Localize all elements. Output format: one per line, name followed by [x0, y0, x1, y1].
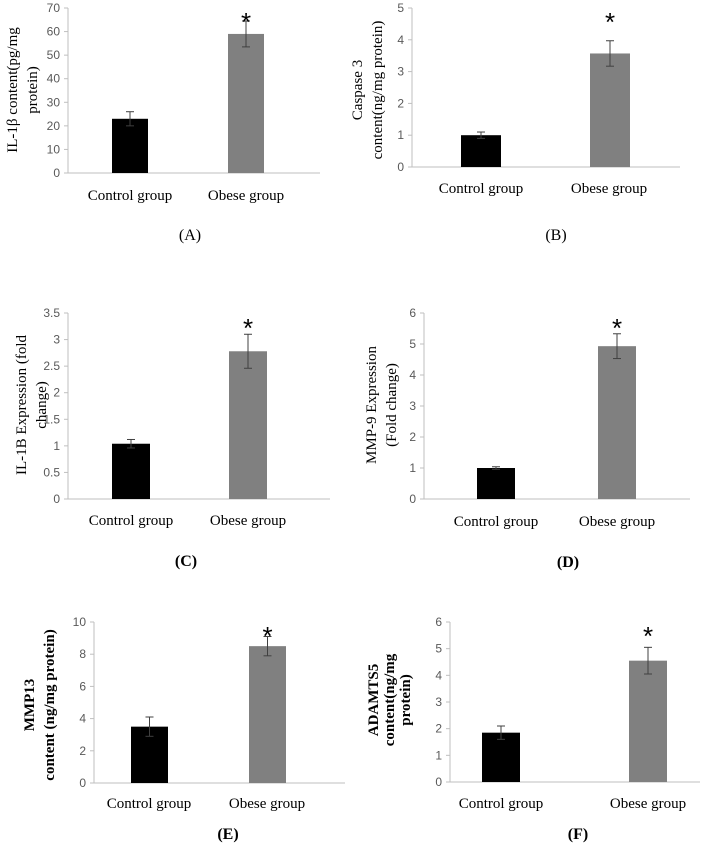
y-tick-label: 3 — [435, 695, 442, 709]
x-category-label: Control group — [88, 188, 173, 204]
x-category-label: Obese group — [208, 188, 284, 204]
bar-obese-group — [590, 53, 630, 167]
y-tick-label: 3.5 — [43, 306, 60, 320]
y-axis-label: IL-1β content(pg/mg protein) — [5, 27, 41, 153]
y-axis-label-line: content (ng/mg protein) — [42, 629, 58, 780]
significance-marker: * — [643, 621, 653, 651]
x-category-label: Control group — [107, 796, 192, 812]
y-tick-label: 1.5 — [43, 412, 60, 426]
panel-label: (C) — [175, 553, 197, 570]
significance-marker: * — [605, 7, 615, 37]
bar-obese-group — [629, 660, 667, 782]
x-category-label: Obese group — [610, 796, 686, 812]
y-tick-label: 6 — [435, 615, 442, 629]
y-tick-label: 1 — [409, 461, 416, 475]
bar-control-group — [477, 468, 515, 499]
y-axis-label-line: content(ng/mg — [382, 653, 398, 746]
y-tick-label: 4 — [435, 668, 442, 682]
y-tick-label: 0 — [79, 776, 86, 790]
y-tick-label: 4 — [397, 33, 404, 47]
bar-obese-group — [228, 33, 264, 173]
bar-control-group — [461, 135, 501, 167]
y-tick-label: 0 — [53, 166, 60, 180]
y-tick-label: 40 — [47, 72, 61, 86]
y-tick-label: 6 — [79, 679, 86, 693]
y-axis-label: Caspase 3 content(ng/mg protein) — [350, 21, 386, 160]
y-axis-label-line: change) — [34, 381, 50, 428]
y-tick-label: 0.5 — [43, 465, 60, 479]
y-tick-label: 50 — [47, 48, 61, 62]
y-tick-label: 20 — [47, 119, 61, 133]
significance-marker: * — [241, 7, 251, 37]
bar-obese-group — [598, 346, 636, 499]
x-category-label: Obese group — [579, 514, 655, 530]
y-tick-label: 2 — [79, 744, 86, 758]
y-axis-label: MMP-9 Expression (Fold change) — [364, 346, 400, 464]
y-axis-label-line: Caspase 3 — [350, 60, 366, 120]
y-tick-label: 0 — [397, 160, 404, 174]
x-category-label: Obese group — [210, 513, 286, 529]
panel-label: (D) — [557, 554, 579, 571]
y-tick-label: 0 — [435, 775, 442, 789]
x-category-label: Control group — [439, 181, 524, 197]
significance-marker: * — [612, 313, 622, 343]
x-category-label: Control group — [454, 514, 539, 530]
y-axis-label-line: protein) — [398, 674, 414, 725]
y-axis-label-line: MMP-9 Expression — [364, 346, 380, 464]
y-tick-label: 5 — [409, 337, 416, 351]
x-category-label: Control group — [89, 513, 174, 529]
y-tick-label: 0 — [409, 492, 416, 506]
y-tick-label: 10 — [73, 615, 87, 629]
panel-label: (A) — [179, 227, 201, 244]
y-axis-label-line: IL-1B Expression (fold — [14, 335, 30, 475]
y-tick-label: 4 — [79, 712, 86, 726]
y-tick-label: 1 — [397, 128, 404, 142]
y-tick-label: 3 — [409, 399, 416, 413]
y-axis-label: MMP13 content (ng/mg protein) — [22, 629, 58, 780]
panel-label: (E) — [217, 826, 238, 843]
y-axis-label-line: ADAMTS5 — [366, 664, 382, 737]
y-tick-label: 2.5 — [43, 359, 60, 373]
y-tick-label: 2 — [53, 386, 60, 400]
bar-control-group — [112, 118, 148, 173]
y-tick-label: 2 — [409, 430, 416, 444]
y-tick-label: 1 — [435, 748, 442, 762]
y-tick-label: 3 — [53, 333, 60, 347]
x-category-label: Obese group — [229, 796, 305, 812]
bar-obese-group — [249, 646, 286, 783]
x-category-label: Obese group — [571, 181, 647, 197]
y-tick-label: 60 — [47, 25, 61, 39]
y-tick-label: 5 — [397, 1, 404, 15]
y-tick-label: 30 — [47, 95, 61, 109]
panel-label: (F) — [568, 826, 588, 843]
bar-obese-group — [229, 351, 267, 499]
y-axis-label-line: content(ng/mg protein) — [370, 21, 386, 160]
significance-marker: * — [262, 621, 272, 651]
y-tick-label: 2 — [397, 96, 404, 110]
y-tick-label: 10 — [47, 142, 61, 156]
y-axis-label-line: MMP13 — [22, 679, 38, 731]
y-tick-label: 0 — [53, 492, 60, 506]
y-axis-label-line: protein) — [25, 66, 41, 113]
y-tick-label: 6 — [409, 306, 416, 320]
y-axis-label-line: IL-1β content(pg/mg — [5, 27, 21, 153]
y-tick-label: 3 — [397, 65, 404, 79]
panel-label: (B) — [545, 227, 566, 244]
y-tick-label: 8 — [79, 647, 86, 661]
y-tick-label: 2 — [435, 722, 442, 736]
y-tick-label: 70 — [47, 1, 61, 15]
y-axis-label-line: (Fold change) — [384, 363, 400, 447]
y-tick-label: 4 — [409, 368, 416, 382]
y-axis-label: ADAMTS5 content(ng/mg protein) — [366, 653, 414, 746]
x-category-label: Control group — [459, 796, 544, 812]
y-axis-label: IL-1B Expression (fold change) — [14, 335, 50, 475]
y-tick-label: 5 — [435, 642, 442, 656]
significance-marker: * — [243, 313, 253, 343]
bar-control-group — [112, 443, 150, 499]
bar-control-group — [482, 732, 520, 782]
y-tick-label: 1 — [53, 439, 60, 453]
